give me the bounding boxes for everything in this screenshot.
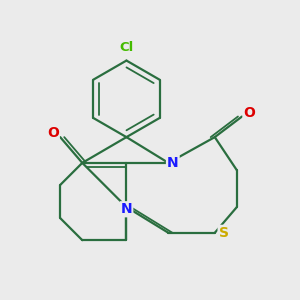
Text: N: N <box>167 156 178 170</box>
Text: S: S <box>219 226 229 240</box>
Text: O: O <box>243 106 255 120</box>
Text: O: O <box>47 126 59 140</box>
Text: N: N <box>121 202 132 216</box>
Text: Cl: Cl <box>119 41 134 54</box>
